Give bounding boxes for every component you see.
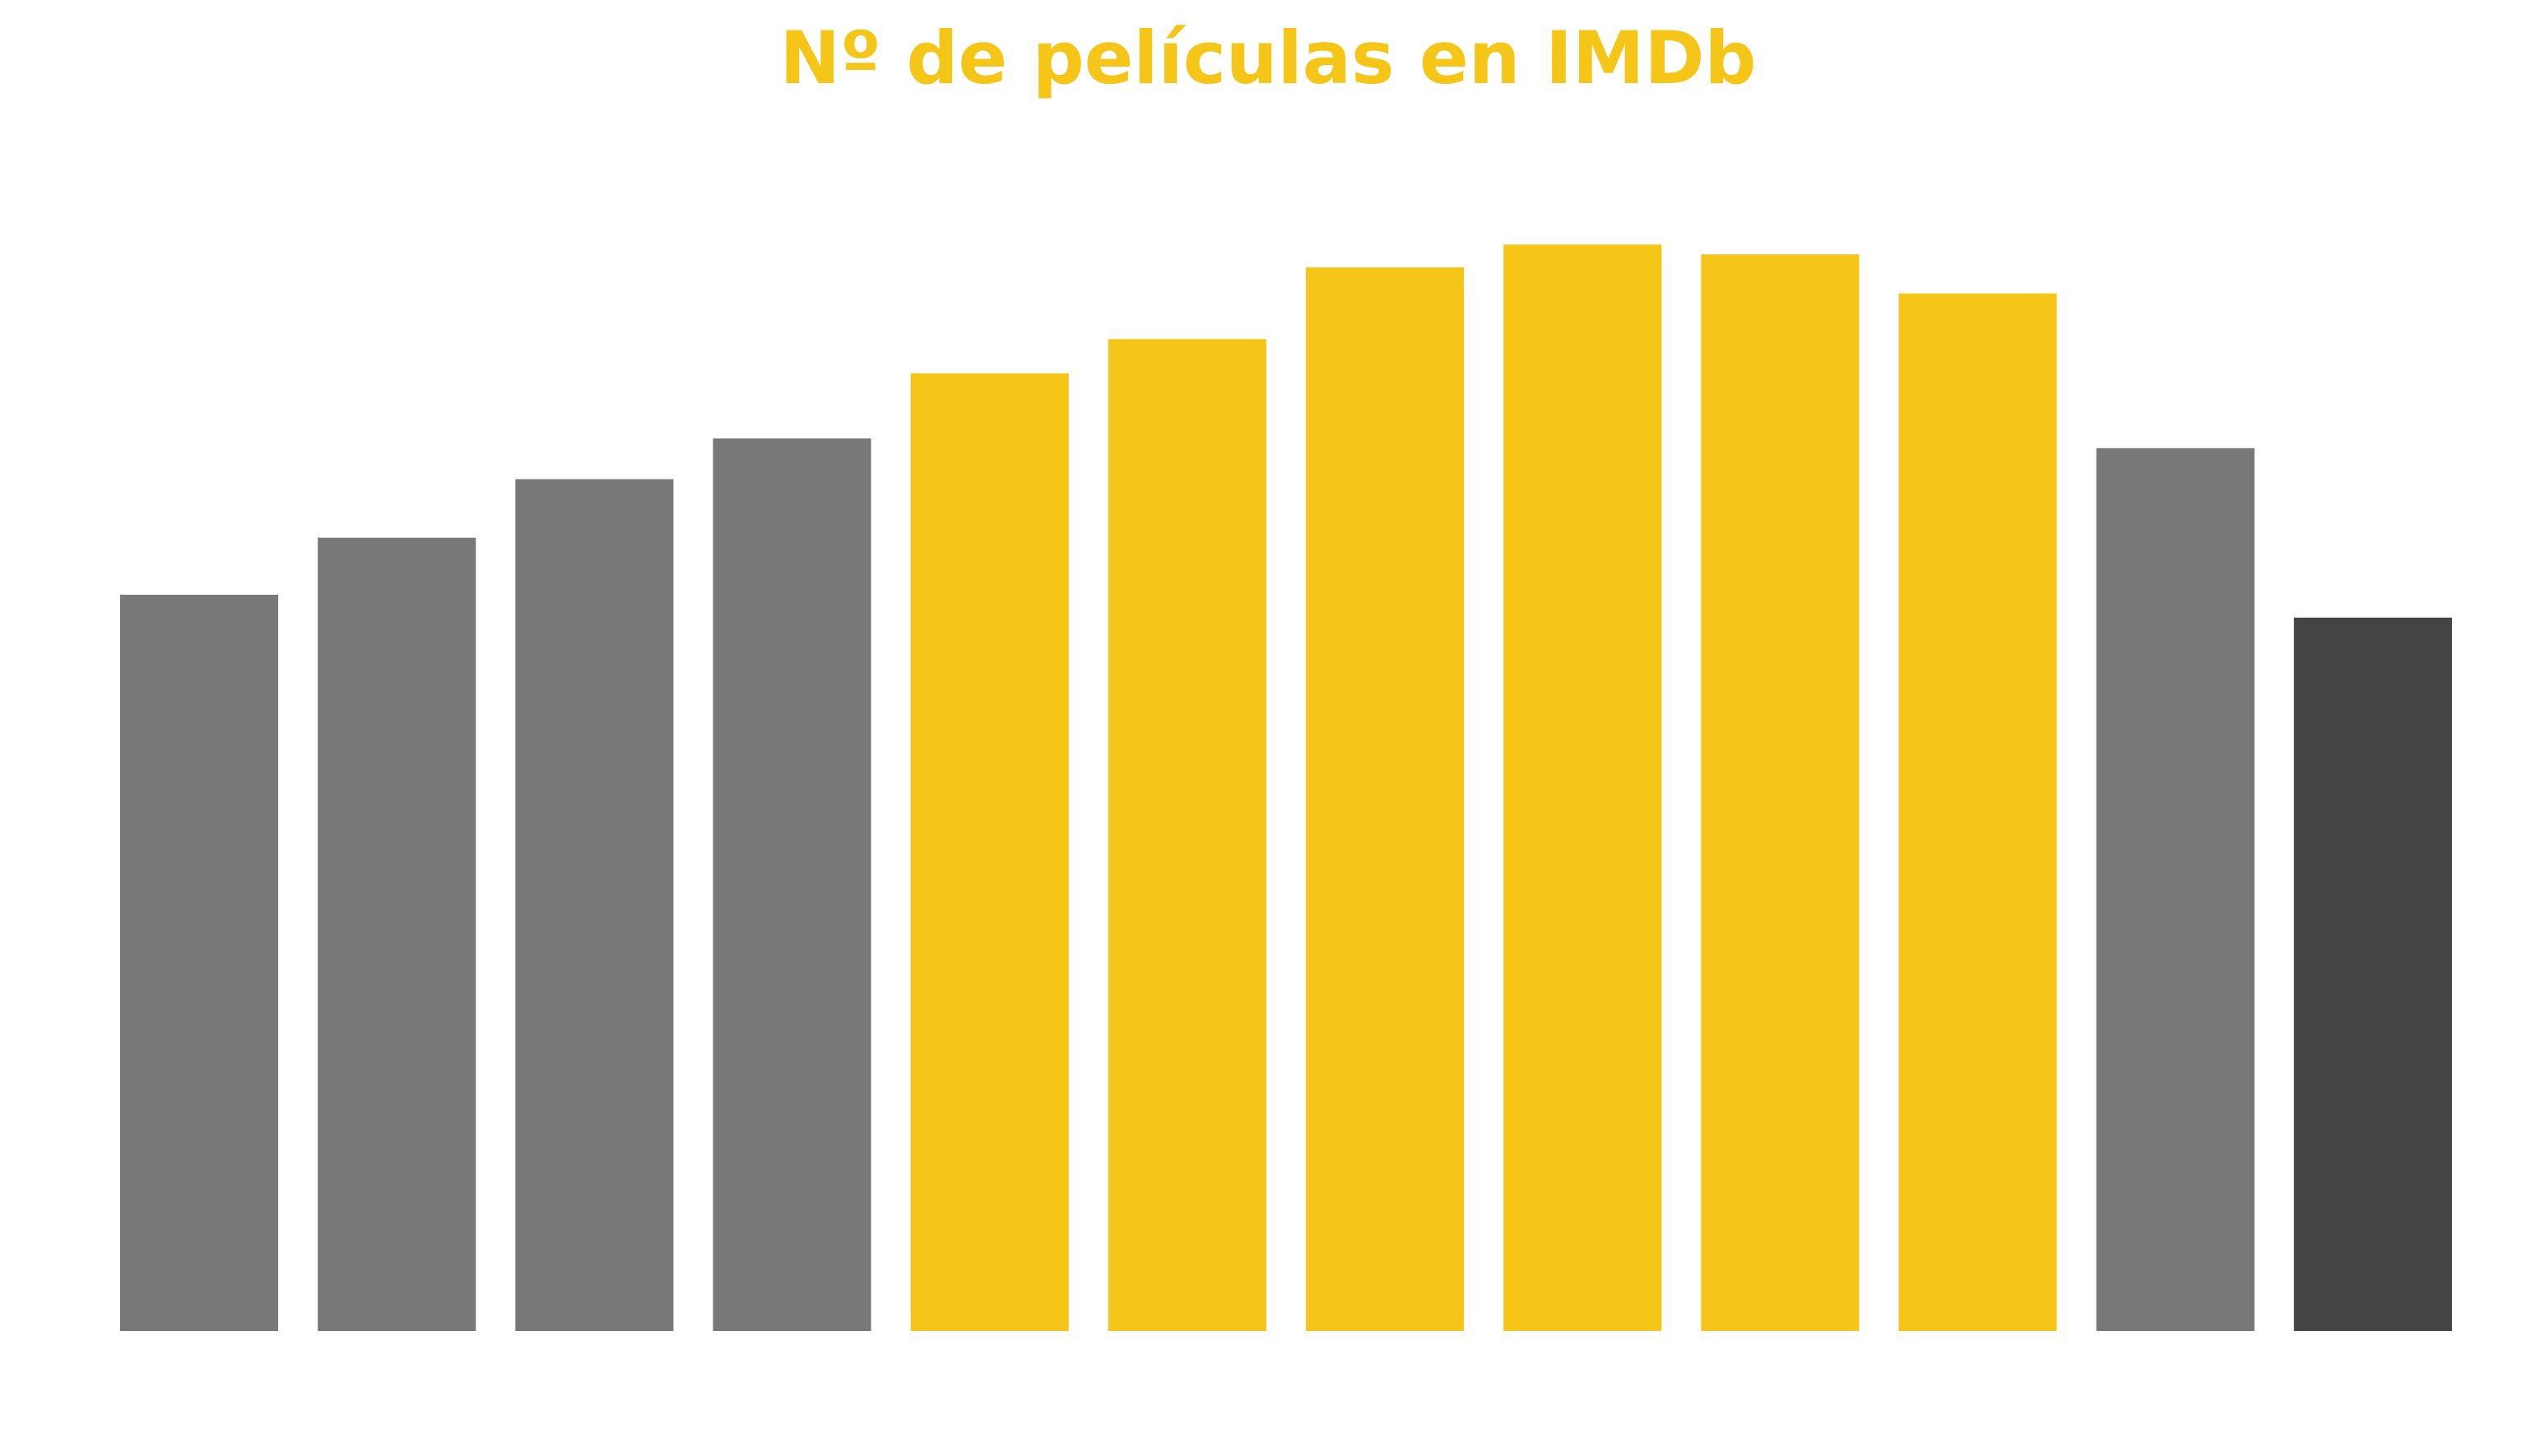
bar-1 — [120, 595, 279, 1331]
bar-8 — [1503, 244, 1662, 1331]
bar-2 — [318, 537, 476, 1331]
bar-5 — [910, 373, 1069, 1331]
bar-10 — [1898, 293, 2057, 1332]
bar-11 — [2096, 447, 2255, 1331]
bar-group — [120, 244, 2452, 1332]
bar-6 — [1108, 339, 1266, 1332]
chart-title: Nº de películas en IMDb — [779, 16, 1757, 100]
bar-9 — [1701, 254, 1860, 1332]
bar-3 — [515, 479, 674, 1331]
bar-4 — [713, 438, 871, 1331]
bar-12 — [2293, 617, 2452, 1331]
bar-7 — [1306, 267, 1465, 1332]
